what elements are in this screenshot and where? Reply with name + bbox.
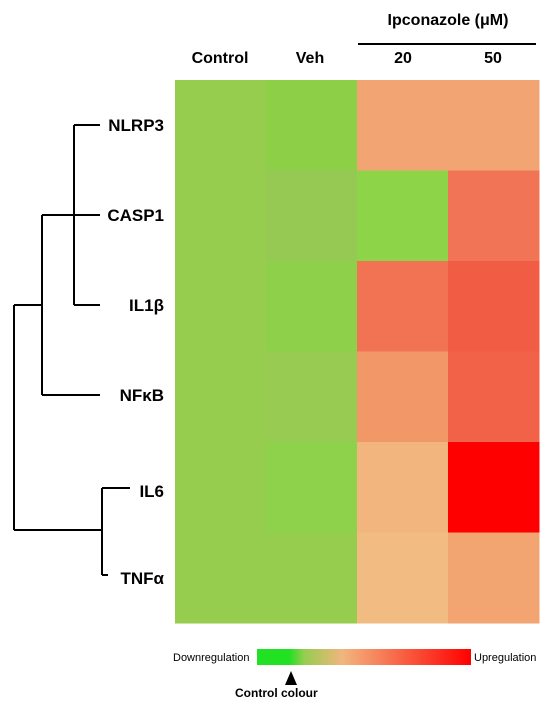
heatmap-cell <box>357 532 449 624</box>
column-label-20: 20 <box>394 50 412 67</box>
heatmap-cell <box>448 442 540 533</box>
column-label-control: Control <box>191 50 249 67</box>
control-colour-marker-icon <box>285 671 297 685</box>
row-label-il1b: IL1β <box>129 296 164 315</box>
heatmap-cell <box>266 442 358 533</box>
heatmap-cell <box>448 351 540 443</box>
heatmap-cell <box>266 351 358 443</box>
legend-high-label: Upregulation <box>474 652 537 664</box>
heatmap-cell <box>357 80 449 171</box>
heatmap-cell <box>175 261 267 352</box>
heatmap-cell <box>175 80 267 171</box>
row-label-tnfa: TNFα <box>120 569 165 588</box>
heatmap-cell <box>357 170 449 262</box>
heatmap-cell <box>175 442 267 533</box>
row-label-casp1: CASP1 <box>107 206 164 225</box>
heatmap-cell <box>448 170 540 262</box>
heatmap-cell <box>175 170 267 262</box>
heatmap-cell <box>175 351 267 443</box>
row-label-nfkb: NFκB <box>119 386 164 405</box>
heatmap-cell <box>448 80 540 171</box>
heatmap-cell <box>357 351 449 443</box>
heatmap-cell <box>266 261 358 352</box>
legend-marker-label: Control colour <box>235 686 318 700</box>
row-label-il6: IL6 <box>139 482 164 501</box>
column-label-50: 50 <box>484 50 502 67</box>
heatmap-cell <box>175 532 267 624</box>
heatmap-cell <box>357 261 449 352</box>
legend-low-label: Downregulation <box>173 652 250 664</box>
column-label-veh: Veh <box>295 50 325 67</box>
row-label-nlrp3: NLRP3 <box>108 116 164 135</box>
heatmap-cell <box>357 442 449 533</box>
heatmap-grid <box>13 80 540 624</box>
heatmap-cell <box>266 532 358 624</box>
group-underline <box>358 43 536 45</box>
group-label: Ipconazole (μM) <box>387 12 509 29</box>
heatmap-cell <box>266 170 358 262</box>
heatmap-cell <box>266 80 358 171</box>
heatmap-cell <box>448 532 540 624</box>
heatmap-cell <box>448 261 540 352</box>
legend-color-bar <box>257 649 471 665</box>
